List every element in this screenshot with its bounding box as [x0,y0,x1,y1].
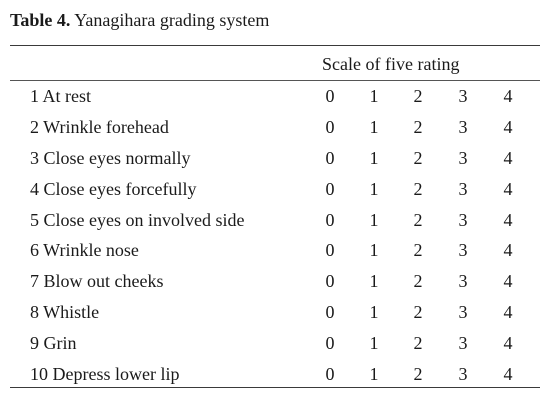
row-score-2: 2 [413,178,423,199]
table-row: 3 Close eyes normally 0 1 2 3 4 [0,145,553,176]
row-item-label: 10 Depress lower lip [30,364,180,385]
table-row: 5 Close eyes on involved side 0 1 2 3 4 [0,207,553,238]
row-score-0: 0 [325,302,335,323]
row-score-0: 0 [325,333,335,354]
table-label: Table 4. [10,10,71,30]
row-score-4: 4 [503,364,513,385]
row-score-2: 2 [413,209,423,230]
top-rule [10,45,540,46]
row-score-0: 0 [325,364,335,385]
table-row: 2 Wrinkle forehead 0 1 2 3 4 [0,114,553,145]
row-score-4: 4 [503,147,513,168]
row-score-3: 3 [458,240,468,261]
row-score-3: 3 [458,271,468,292]
row-item-label: 6 Wrinkle nose [30,240,139,261]
row-score-4: 4 [503,178,513,199]
row-score-4: 4 [503,116,513,137]
row-item-label: 7 Blow out cheeks [30,271,164,292]
row-score-3: 3 [458,333,468,354]
row-item-label: 4 Close eyes forcefully [30,178,197,199]
row-score-0: 0 [325,209,335,230]
row-score-0: 0 [325,147,335,168]
table-row: 1 At rest 0 1 2 3 4 [0,83,553,114]
table-row: 9 Grin 0 1 2 3 4 [0,330,553,361]
row-score-0: 0 [325,240,335,261]
row-score-4: 4 [503,302,513,323]
row-score-3: 3 [458,302,468,323]
row-score-4: 4 [503,240,513,261]
table-row: 6 Wrinkle nose 0 1 2 3 4 [0,237,553,268]
table-row: 7 Blow out cheeks 0 1 2 3 4 [0,268,553,299]
row-score-3: 3 [458,116,468,137]
row-item-label: 9 Grin [30,333,77,354]
row-score-3: 3 [458,147,468,168]
table-row: 8 Whistle 0 1 2 3 4 [0,299,553,330]
row-score-1: 1 [369,240,379,261]
row-score-1: 1 [369,271,379,292]
header-rule [10,80,540,81]
row-score-1: 1 [369,86,379,106]
row-item-label: 5 Close eyes on involved side [30,209,245,230]
row-score-2: 2 [413,86,423,106]
row-score-2: 2 [413,302,423,323]
row-item-label: 8 Whistle [30,302,100,323]
row-score-2: 2 [413,240,423,261]
row-score-2: 2 [413,147,423,168]
table-caption: Table 4. Yanagihara grading system [10,9,269,31]
row-score-2: 2 [413,271,423,292]
row-score-1: 1 [369,178,379,199]
row-score-3: 3 [458,178,468,199]
table-row: 4 Close eyes forcefully 0 1 2 3 4 [0,176,553,207]
row-item-label: 1 At rest [30,86,91,106]
row-score-1: 1 [369,147,379,168]
row-item-label: 3 Close eyes normally [30,147,191,168]
bottom-rule [10,387,540,388]
row-score-1: 1 [369,333,379,354]
row-score-1: 1 [369,302,379,323]
row-item-label: 2 Wrinkle forehead [30,116,169,137]
row-score-0: 0 [325,86,335,106]
row-score-4: 4 [503,333,513,354]
row-score-2: 2 [413,364,423,385]
row-score-4: 4 [503,209,513,230]
row-score-0: 0 [325,178,335,199]
row-score-3: 3 [458,364,468,385]
row-score-1: 1 [369,116,379,137]
row-score-4: 4 [503,86,513,106]
row-score-0: 0 [325,271,335,292]
scale-header: Scale of five rating [322,54,460,74]
row-score-2: 2 [413,116,423,137]
row-score-3: 3 [458,209,468,230]
row-score-1: 1 [369,209,379,230]
row-score-4: 4 [503,271,513,292]
table-title: Yanagihara grading system [74,10,270,30]
table-body: 1 At rest 0 1 2 3 4 2 Wrinkle forehead 0 1 2 3 4 3 C… [0,83,553,392]
row-score-2: 2 [413,333,423,354]
row-score-1: 1 [369,364,379,385]
row-score-0: 0 [325,116,335,137]
table-row: 10 Depress lower lip 0 1 2 3 4 [0,361,553,392]
row-score-3: 3 [458,86,468,106]
